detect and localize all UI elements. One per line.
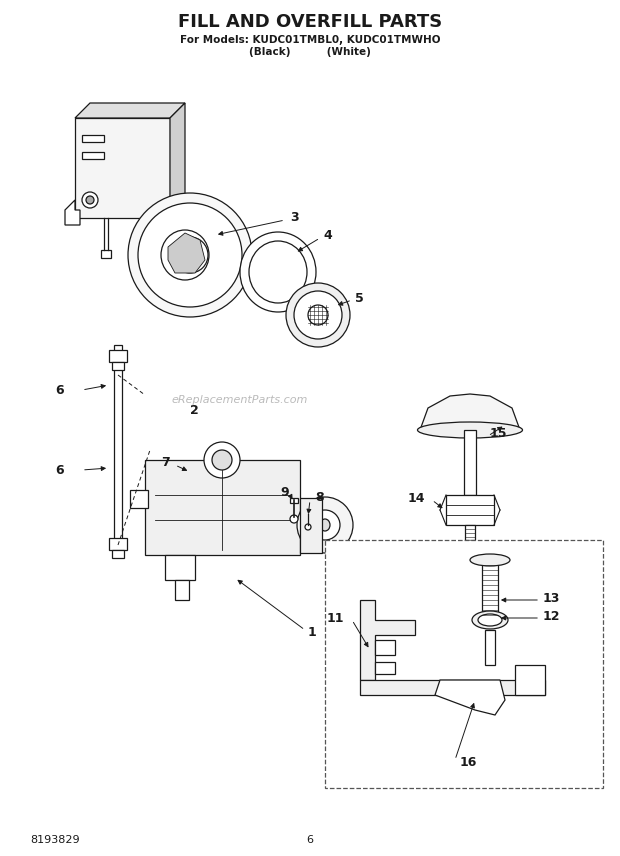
Bar [465,525,475,540]
Polygon shape [170,103,185,218]
Bar [515,665,545,695]
Circle shape [305,524,311,530]
Ellipse shape [161,230,209,280]
Circle shape [308,305,328,325]
Bar [482,560,498,620]
Text: 15: 15 [490,426,508,439]
Bar [325,540,603,788]
Circle shape [204,442,240,478]
Bar [101,250,111,258]
Text: 11: 11 [327,611,344,625]
Ellipse shape [478,614,502,626]
Circle shape [128,193,252,317]
Ellipse shape [320,519,330,531]
Circle shape [294,291,342,339]
Text: 13: 13 [543,591,560,604]
Text: 7: 7 [161,455,170,468]
Circle shape [86,196,94,204]
Text: 8193829: 8193829 [30,835,79,845]
Bar [109,350,127,362]
Ellipse shape [240,232,316,312]
Bar [82,135,104,142]
Text: (Black)          (White): (Black) (White) [249,47,371,57]
Text: 1: 1 [308,627,317,639]
Bar [112,362,124,370]
Bar [464,430,476,495]
Polygon shape [168,233,205,273]
Circle shape [172,237,208,273]
Text: FILL AND OVERFILL PARTS: FILL AND OVERFILL PARTS [178,13,442,31]
Circle shape [310,510,340,540]
Circle shape [286,283,350,347]
Polygon shape [65,200,80,225]
Bar [375,640,395,655]
Text: 3: 3 [290,211,299,223]
Text: eReplacementParts.com: eReplacementParts.com [172,395,308,405]
Bar [145,460,300,555]
Text: 9: 9 [281,485,290,498]
Bar [114,345,122,555]
Bar [175,580,189,600]
Circle shape [290,515,298,523]
Bar [290,498,298,503]
Text: 12: 12 [543,609,560,622]
Bar [446,495,494,525]
Ellipse shape [417,422,523,438]
Ellipse shape [249,241,307,303]
Text: 6: 6 [56,463,64,477]
Circle shape [212,450,232,470]
Polygon shape [75,103,185,118]
Text: For Models: KUDC01TMBL0, KUDC01TMWHO: For Models: KUDC01TMBL0, KUDC01TMWHO [180,35,440,45]
Text: 6: 6 [306,835,314,845]
Ellipse shape [472,611,508,629]
Bar [485,630,495,665]
Text: 14: 14 [407,491,425,504]
Circle shape [82,192,98,208]
Text: 16: 16 [460,756,477,769]
Text: 8: 8 [315,490,324,503]
Circle shape [138,203,242,307]
Bar [82,152,104,159]
Bar [360,680,545,695]
Bar [300,498,322,553]
Bar [375,662,395,674]
Text: 6: 6 [56,383,64,396]
Bar [75,118,170,218]
Polygon shape [435,680,505,715]
Text: 2: 2 [190,403,199,417]
Bar [109,538,127,550]
Text: 4: 4 [323,229,332,241]
Bar [165,555,195,580]
Circle shape [297,497,353,553]
Bar [112,550,124,558]
Ellipse shape [470,554,510,566]
Polygon shape [420,394,520,430]
Polygon shape [360,600,415,680]
Text: 5: 5 [355,292,364,305]
Bar [130,490,148,508]
